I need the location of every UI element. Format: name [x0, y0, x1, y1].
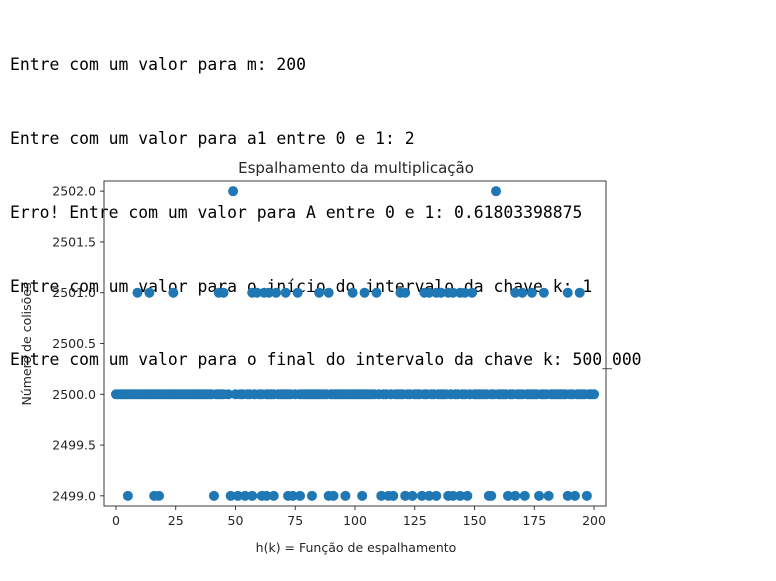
data-point — [223, 389, 234, 400]
x-axis-title: h(k) = Função de espalhamento — [256, 540, 457, 555]
data-point — [519, 490, 530, 501]
data-point — [400, 287, 411, 298]
data-point — [340, 490, 351, 501]
plot-frame — [103, 180, 607, 507]
data-point — [510, 490, 521, 501]
data-point — [526, 287, 537, 298]
data-point — [517, 287, 528, 298]
y-tick-label: 2501.5 — [52, 234, 96, 249]
data-point — [581, 490, 592, 501]
data-point — [448, 287, 459, 298]
x-tick-label: 100 — [343, 513, 367, 528]
data-point — [424, 490, 435, 501]
y-tick-label: 2499.5 — [52, 438, 96, 453]
scatter-chart: Espalhamento da multiplicação 0 25 50 75 100… — [19, 159, 607, 555]
y-tick-label: 2501.0 — [52, 285, 96, 300]
data-point — [534, 490, 545, 501]
data-point — [306, 490, 317, 501]
y-axis-title: Número de colisões — [19, 282, 34, 405]
console-output: Entre com um valor para m: 200 Entre com… — [10, 4, 642, 398]
data-point — [218, 287, 229, 298]
data-point — [122, 490, 133, 501]
data-point — [562, 490, 573, 501]
data-point — [261, 490, 272, 501]
data-point — [295, 490, 306, 501]
x-tick-label: 0 — [112, 513, 120, 528]
x-tick-label: 125 — [403, 513, 427, 528]
data-point — [543, 490, 554, 501]
data-point — [240, 490, 251, 501]
data-point — [407, 490, 418, 501]
y-tick-label: 2502.0 — [52, 184, 96, 199]
data-point — [251, 287, 262, 298]
data-point — [562, 287, 573, 298]
data-point — [376, 490, 387, 501]
data-point — [263, 287, 274, 298]
data-point — [400, 490, 411, 501]
data-point — [436, 287, 447, 298]
x-tick-label: 175 — [522, 513, 546, 528]
data-point — [448, 490, 459, 501]
x-tick-label: 25 — [168, 513, 184, 528]
data-point — [247, 490, 258, 501]
console-line: Entre com um valor para m: 200 — [10, 55, 307, 75]
x-tick-label: 75 — [287, 513, 303, 528]
data-point — [467, 287, 478, 298]
data-point — [268, 490, 279, 501]
data-point — [574, 287, 585, 298]
data-point — [280, 287, 291, 298]
data-point — [292, 287, 303, 298]
data-point — [287, 490, 298, 501]
data-point — [486, 490, 497, 501]
console-line: Entre com um valor para o final do inter… — [10, 350, 642, 370]
x-tick-label: 200 — [582, 513, 606, 528]
data-point — [424, 287, 435, 298]
console-line: Erro! Entre com um valor para A entre 0 … — [10, 202, 583, 222]
data-point — [153, 490, 164, 501]
data-point — [510, 287, 521, 298]
chart-title: Espalhamento da multiplicação — [238, 159, 474, 177]
data-point — [462, 490, 473, 501]
data-point — [232, 490, 243, 501]
data-point — [323, 287, 334, 298]
data-point — [225, 490, 236, 501]
x-tick-label: 50 — [228, 513, 244, 528]
data-point — [589, 389, 600, 400]
data-point — [569, 490, 580, 501]
data-point — [388, 490, 399, 501]
y-tick-label: 2500.5 — [52, 336, 96, 351]
data-point — [314, 287, 325, 298]
data-point — [371, 287, 382, 298]
y-tick-label: 2500.0 — [52, 387, 96, 402]
data-point — [455, 490, 466, 501]
data-point — [347, 287, 358, 298]
data-point — [491, 186, 502, 197]
data-point — [271, 287, 282, 298]
data-point — [168, 287, 179, 298]
data-point — [228, 186, 239, 197]
data-point — [431, 490, 442, 501]
data-point — [132, 287, 143, 298]
data-point — [208, 490, 219, 501]
data-point — [144, 287, 155, 298]
data-point — [459, 287, 470, 298]
data-point — [359, 287, 370, 298]
plot-area: 0 25 50 75 100 125 150 175 200 2499.0 2499.5 2500.0… — [52, 180, 607, 528]
data-point — [502, 490, 513, 501]
data-point — [538, 287, 549, 298]
x-tick-label: 150 — [463, 513, 487, 528]
y-tick-label: 2499.0 — [52, 488, 96, 503]
data-point — [416, 490, 427, 501]
console-line: Entre com um valor para a1 entre 0 e 1: … — [10, 128, 415, 148]
data-point — [328, 490, 339, 501]
data-point — [357, 490, 368, 501]
